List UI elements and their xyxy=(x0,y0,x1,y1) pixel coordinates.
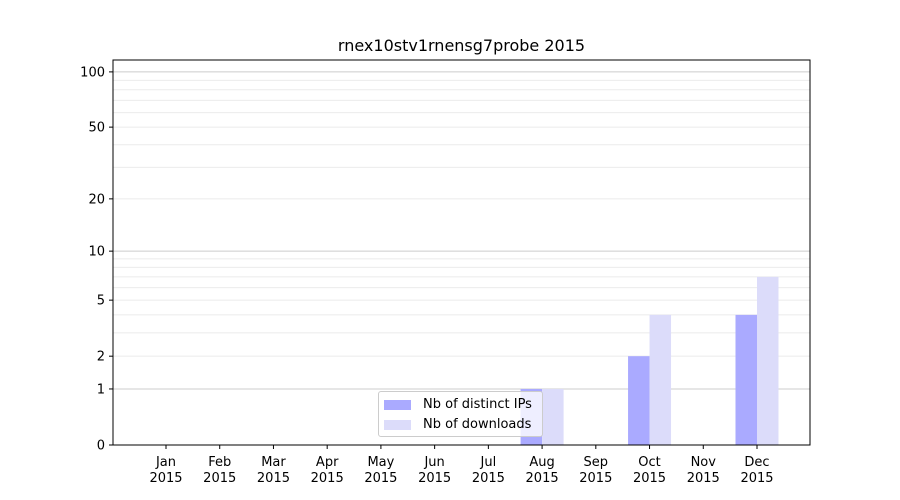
x-tick-label: Feb xyxy=(208,455,231,470)
x-tick-label: Oct xyxy=(638,455,660,470)
x-tick-label: 2015 xyxy=(418,471,451,486)
x-tick-label: 2015 xyxy=(687,471,720,486)
bar-downloads xyxy=(757,276,779,445)
x-tick-label: Mar xyxy=(261,455,286,470)
x-tick-label: Jan xyxy=(155,455,176,470)
x-tick-label: Nov xyxy=(691,455,717,470)
y-tick-label: 0 xyxy=(97,439,105,454)
legend-item-ips: Nb of distinct IPs xyxy=(384,397,532,412)
x-tick-label: 2015 xyxy=(149,471,182,486)
y-tick-label: 1 xyxy=(97,382,105,397)
y-tick-label: 2 xyxy=(97,350,105,365)
y-tick-label: 100 xyxy=(80,65,105,80)
x-tick-label: 2015 xyxy=(311,471,344,486)
x-tick-label: Aug xyxy=(529,455,554,470)
legend: Nb of distinct IPs Nb of downloads xyxy=(378,391,543,437)
chart-title: rnex10stv1rnensg7probe 2015 xyxy=(337,36,586,55)
x-tick-label: Dec xyxy=(744,455,769,470)
y-tick-label: 50 xyxy=(88,121,105,136)
axes-frame xyxy=(112,59,811,446)
x-tick-label: Sep xyxy=(584,455,609,470)
legend-swatch-ips xyxy=(384,399,411,410)
x-tick-label: 2015 xyxy=(364,471,397,486)
y-tick-label: 20 xyxy=(88,192,105,207)
x-tick-label: 2015 xyxy=(579,471,612,486)
x-tick-label: Apr xyxy=(316,455,339,470)
y-tick-label: 10 xyxy=(88,245,105,260)
x-tick-label: 2015 xyxy=(472,471,505,486)
bar-downloads xyxy=(542,388,564,445)
x-tick-label: May xyxy=(367,455,394,470)
legend-label-downloads: Nb of downloads xyxy=(423,417,532,432)
x-tick-label: 2015 xyxy=(740,471,773,486)
y-tick-label: 5 xyxy=(97,294,105,309)
x-tick-label: Jul xyxy=(480,455,497,470)
legend-item-downloads: Nb of downloads xyxy=(384,417,531,432)
legend-swatch-downloads xyxy=(384,419,411,430)
bar-downloads xyxy=(649,314,672,445)
x-tick-label: 2015 xyxy=(203,471,236,486)
bar-ips xyxy=(735,314,757,445)
x-tick-label: Jun xyxy=(423,455,444,470)
legend-label-ips: Nb of distinct IPs xyxy=(423,397,532,412)
x-tick-label: 2015 xyxy=(633,471,666,486)
bar-ips xyxy=(628,356,650,445)
x-tick-label: 2015 xyxy=(526,471,559,486)
x-tick-label: 2015 xyxy=(257,471,290,486)
